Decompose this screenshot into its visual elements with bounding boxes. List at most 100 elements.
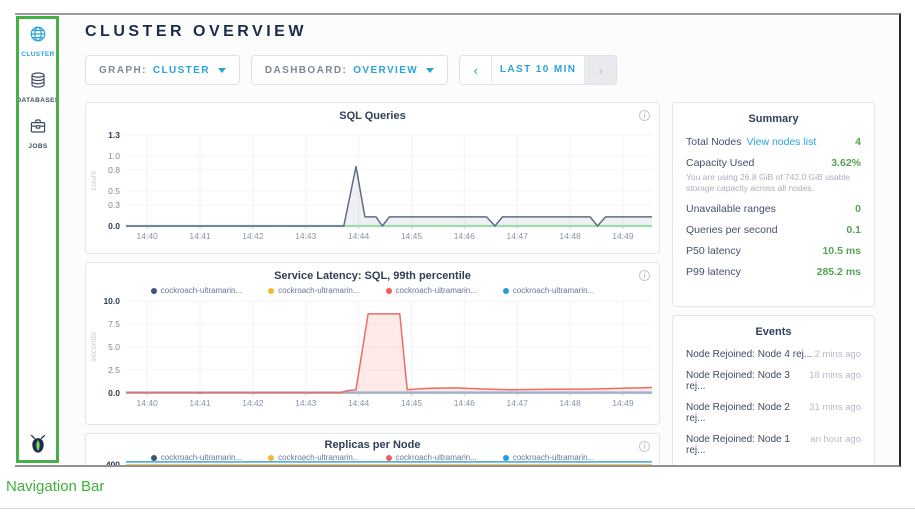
svg-text:400: 400	[106, 460, 120, 467]
legend-label: cockroach-ultramarin...	[512, 286, 595, 295]
dashboard-dropdown-value: OVERVIEW	[353, 64, 419, 76]
legend-item[interactable]: cockroach-ultramarin...	[385, 453, 477, 462]
summary-row: P50 latency 10.5 ms	[686, 245, 861, 257]
summary-row-value: 0	[855, 203, 861, 216]
svg-text:count: count	[89, 170, 98, 190]
legend-label: cockroach-ultramarin...	[160, 453, 243, 462]
legend-item[interactable]: cockroach-ultramarin...	[268, 453, 360, 462]
sidebar-item-label: JOBS	[28, 143, 48, 150]
legend-dot-icon	[385, 454, 392, 461]
event-text: Node Rejoined: Node 4 rej...	[686, 466, 810, 467]
summary-row-value: 4	[855, 136, 861, 148]
dashboard-dropdown-label: DASHBOARD:	[264, 64, 348, 76]
summary-row: Queries per second 0.1	[686, 224, 861, 236]
svg-text:14:44: 14:44	[348, 398, 370, 408]
summary-row: Unavailable ranges 0	[686, 203, 861, 215]
summary-row: P99 latency 285.2 ms	[686, 266, 861, 278]
graph-dropdown-value: CLUSTER	[152, 64, 210, 76]
svg-text:14:42: 14:42	[242, 231, 264, 241]
time-next-button: ›	[584, 56, 617, 84]
summary-row-value: 0.1	[846, 224, 861, 237]
events-rows: Node Rejoined: Node 4 rej... 2 mins ago No…	[686, 349, 861, 467]
cockroachdb-logo[interactable]	[15, 433, 61, 460]
summary-panel: Summary Total Nodes View nodes list 4 Capac…	[672, 102, 875, 307]
graph-dropdown[interactable]: GRAPH: CLUSTER	[85, 55, 240, 85]
database-icon	[29, 72, 47, 93]
info-icon[interactable]	[639, 110, 650, 121]
event-row[interactable]: Node Rejoined: Node 4 rej... 2 mins ago	[686, 349, 861, 360]
page-bottom-divider	[0, 508, 915, 509]
time-range-picker: ‹ LAST 10 MIN ›	[459, 55, 618, 85]
main-content: CLUSTER OVERVIEW GRAPH: CLUSTER DASHBOAR…	[85, 15, 660, 465]
sidebar-nav: CLUSTER DATABASES JOBS	[15, 15, 61, 465]
chevron-down-icon	[426, 67, 435, 73]
legend-label: cockroach-ultramarin...	[278, 453, 360, 462]
legend-item[interactable]: cockroach-ultramarin...	[150, 286, 242, 295]
event-text: Node Rejoined: Node 1 rej...	[686, 434, 790, 456]
replicas-per-node-chart-card: Replicas per Node cockroach-ultramarin..…	[85, 433, 660, 467]
svg-text:0.5: 0.5	[108, 186, 120, 196]
dashboard-dropdown[interactable]: DASHBOARD: OVERVIEW	[250, 55, 449, 85]
sidebar-item-cluster[interactable]: CLUSTER	[15, 25, 61, 58]
svg-text:14:48: 14:48	[559, 231, 581, 241]
summary-row-label: P99 latency	[686, 266, 741, 279]
chart-title: Service Latency: SQL, 99th percentile	[274, 270, 471, 282]
chart-plot-area: 14:4014:4114:4214:4314:4414:4514:4614:47…	[106, 458, 652, 467]
event-time: 18 mins ago	[809, 370, 861, 381]
legend-item[interactable]: cockroach-ultramarin...	[150, 453, 243, 462]
info-icon[interactable]	[639, 441, 650, 452]
legend-item[interactable]: cockroach-ultramarin...	[268, 286, 360, 295]
time-range-label[interactable]: LAST 10 MIN	[499, 64, 577, 75]
legend-dot-icon	[268, 454, 275, 461]
event-row[interactable]: Node Rejoined: Node 4 rej...an hour ago	[686, 466, 861, 467]
summary-row-label: Capacity Used	[686, 157, 755, 169]
time-prev-button[interactable]: ‹	[460, 56, 493, 84]
info-icon[interactable]	[639, 270, 650, 281]
legend-item[interactable]: cockroach-ultramarin...	[502, 286, 595, 295]
right-sidebar: Summary Total Nodes View nodes list 4 Capac…	[672, 15, 875, 465]
event-time: an hour ago	[810, 434, 861, 445]
globe-icon	[29, 26, 47, 47]
summary-row-value: 3.62%	[831, 157, 861, 169]
svg-text:seconds: seconds	[89, 332, 98, 362]
sidebar-item-label: DATABASES	[16, 97, 60, 104]
app-window: CLUSTER DATABASES JOBS CLUSTER OVERVIEW GR…	[15, 13, 901, 467]
page-title: CLUSTER OVERVIEW	[85, 23, 307, 40]
navigation-bar-annotation-label: Navigation Bar	[6, 478, 105, 495]
event-row[interactable]: Node Rejoined: Node 3 rej... 18 mins ago	[686, 370, 861, 392]
svg-text:14:41: 14:41	[189, 231, 211, 241]
view-nodes-list-link[interactable]: View nodes list	[746, 136, 817, 148]
event-text: Node Rejoined: Node 2 rej...	[686, 402, 790, 424]
summary-row-label: P50 latency	[686, 245, 741, 258]
summary-row-label: Queries per second	[686, 224, 778, 237]
chart-legend: cockroach-ultramarin... cockroach-ultrama…	[86, 286, 659, 295]
summary-row: Capacity Used 3.62%	[686, 157, 861, 169]
sidebar-item-databases[interactable]: DATABASES	[15, 71, 61, 104]
event-text: Node Rejoined: Node 4 rej...	[686, 349, 813, 360]
legend-item[interactable]: cockroach-ultramarin...	[385, 286, 477, 295]
summary-row-label: Total Nodes	[686, 136, 742, 148]
legend-dot-icon	[502, 287, 509, 294]
svg-text:14:48: 14:48	[559, 398, 581, 408]
graph-dropdown-label: GRAPH:	[99, 64, 147, 76]
svg-text:14:47: 14:47	[507, 398, 529, 408]
svg-text:14:44: 14:44	[348, 231, 370, 241]
svg-text:0.3: 0.3	[108, 200, 120, 210]
svg-text:14:43: 14:43	[295, 398, 317, 408]
sql-queries-chart-card: SQL Queries 14:4014:4114:4214:4314:4414:…	[85, 102, 660, 254]
svg-text:0.8: 0.8	[108, 165, 120, 175]
svg-text:0.0: 0.0	[108, 388, 120, 398]
event-row[interactable]: Node Rejoined: Node 2 rej... 31 mins ago	[686, 402, 861, 424]
summary-rows: Total Nodes View nodes list 4 Capacity Used…	[686, 136, 861, 278]
svg-text:14:46: 14:46	[454, 231, 476, 241]
chart-title: Replicas per Node	[324, 439, 421, 451]
svg-text:14:49: 14:49	[612, 398, 634, 408]
sidebar-item-jobs[interactable]: JOBS	[15, 117, 61, 150]
sidebar-item-label: CLUSTER	[21, 51, 55, 58]
legend-dot-icon	[150, 287, 157, 294]
event-row[interactable]: Node Rejoined: Node 1 rej... an hour ago	[686, 434, 861, 456]
legend-item[interactable]: cockroach-ultramarin...	[502, 453, 594, 462]
svg-text:14:45: 14:45	[401, 231, 423, 241]
